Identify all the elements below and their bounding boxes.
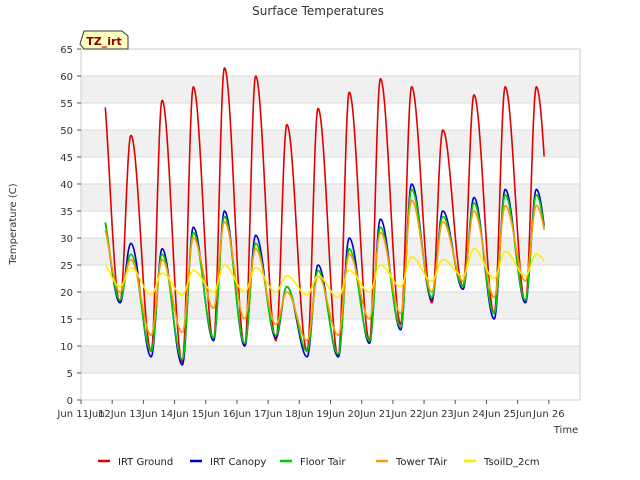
legend-item: IRT Canopy (190, 457, 266, 468)
badge-shape (79, 30, 129, 50)
site-badge: TZ_irt (79, 30, 129, 50)
legend-label: TsoilD_2cm (483, 457, 540, 468)
plot-band (81, 157, 580, 184)
plot-band (81, 76, 580, 103)
x-tick-label: 16Jun (223, 409, 251, 420)
y-tick-label: 35 (60, 207, 73, 218)
plot-band (81, 346, 580, 373)
y-tick-label: 40 (60, 180, 73, 191)
series-lines (104, 67, 545, 366)
plot-band (81, 103, 580, 130)
legend-label: Tower TAir (395, 457, 448, 468)
legend-item: IRT Ground (98, 457, 173, 468)
x-tick-label: 13Jun (129, 409, 157, 420)
legend-item: TsoilD_2cm (464, 457, 540, 468)
x-axis-label: Time (553, 425, 578, 436)
series-line-tower-tair (104, 199, 545, 342)
y-tick-label: 25 (60, 261, 73, 272)
x-tick-label: 17Jun (254, 409, 282, 420)
x-tick-label: 18Jun (285, 409, 313, 420)
x-tick-label: Jun 26 (532, 409, 565, 420)
y-tick-label: 50 (60, 126, 73, 137)
badge-label: TZ_irt (86, 35, 121, 48)
legend-item: Floor Tair (280, 457, 346, 468)
plot-band (81, 211, 580, 238)
plot-band (81, 130, 580, 157)
series-line-irt-ground (104, 67, 545, 363)
legend-label: IRT Ground (118, 457, 173, 468)
plot-band (81, 373, 580, 400)
chart-title: Surface Temperatures (252, 4, 384, 18)
y-tick-label: 20 (60, 288, 73, 299)
x-tick-label: 15Jun (192, 409, 220, 420)
y-tick-label: 30 (60, 234, 73, 245)
legend: IRT Ground IRT Canopy Floor Tair Tower TAir… (98, 457, 540, 468)
y-tick-label: 10 (60, 342, 73, 353)
x-tick-label: 12Jun (98, 409, 126, 420)
x-tick-label: 22Jun (410, 409, 438, 420)
y-axis-label: Temperature (C) (8, 183, 19, 265)
legend-item: Tower TAir (376, 457, 448, 468)
x-tick-label: 21Jun (379, 409, 407, 420)
y-tick-label: 65 (60, 45, 73, 56)
x-tick-label: 25Jun (503, 409, 531, 420)
y-axis-ticks: 0 5 10 15 20 25 30 35 40 45 50 55 60 65 (60, 45, 81, 407)
y-tick-label: 55 (60, 99, 73, 110)
plot-band (81, 184, 580, 211)
x-tick-label: 23Jun (441, 409, 469, 420)
y-tick-label: 15 (60, 315, 73, 326)
y-tick-label: 5 (67, 369, 73, 380)
x-tick-label: 20Jun (348, 409, 376, 420)
x-tick-label: Jun 11Jun (56, 409, 104, 420)
x-tick-label: 24Jun (472, 409, 500, 420)
plot-background-bands (81, 49, 580, 400)
x-tick-label: 14Jun (160, 409, 188, 420)
x-tick-label: 19Jun (316, 409, 344, 420)
plot-band (81, 49, 580, 76)
series-line-tsoild-2cm (104, 248, 545, 299)
legend-label: IRT Canopy (210, 457, 266, 468)
y-tick-label: 0 (67, 396, 73, 407)
legend-label: Floor Tair (300, 457, 346, 468)
y-tick-label: 45 (60, 153, 73, 164)
y-tick-label: 60 (60, 72, 73, 83)
